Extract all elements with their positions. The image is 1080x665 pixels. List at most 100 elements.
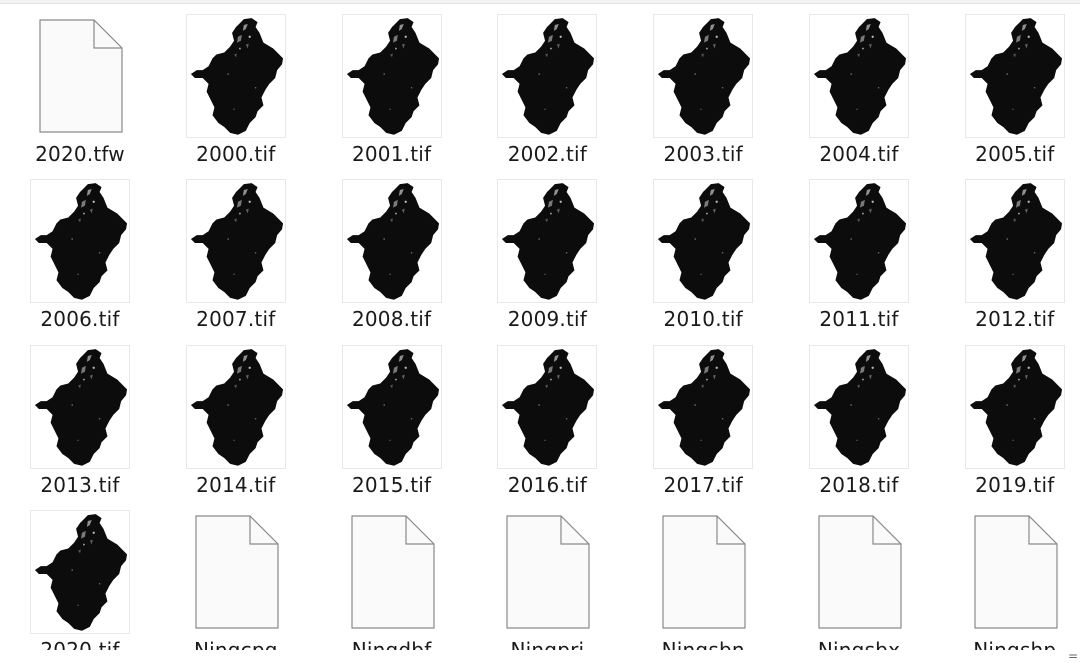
raster-thumbnail[interactable] — [30, 510, 130, 634]
document-icon — [662, 515, 746, 629]
file-name-label: 2015.tif — [351, 473, 432, 497]
map-silhouette — [346, 183, 439, 300]
file-item[interactable]: 2008.tif — [317, 173, 467, 333]
map-silhouette — [190, 349, 283, 466]
generic-file-icon[interactable] — [653, 510, 753, 634]
file-item[interactable]: 2011.tif — [784, 173, 934, 333]
map-silhouette — [190, 18, 283, 135]
file-item[interactable]: Ningshp — [940, 504, 1080, 650]
raster-thumbnail[interactable] — [341, 345, 442, 469]
map-silhouette — [190, 183, 283, 300]
file-item[interactable]: 2002.tif — [472, 8, 622, 168]
map-silhouette — [658, 18, 751, 135]
file-name-label: 2020.tfw — [35, 142, 125, 166]
map-silhouette — [502, 18, 595, 135]
file-item[interactable]: 2009.tif — [472, 173, 622, 333]
document-icon — [506, 515, 590, 629]
map-silhouette — [658, 349, 751, 466]
file-name-label: 2018.tif — [819, 473, 899, 497]
file-item[interactable]: 2017.tif — [628, 339, 778, 499]
file-item[interactable]: 2003.tif — [628, 8, 778, 168]
file-item[interactable]: 2010.tif — [628, 173, 778, 333]
map-silhouette — [346, 18, 439, 135]
file-name-label: 2017.tif — [663, 473, 743, 497]
map-silhouette — [502, 349, 595, 466]
generic-file-icon[interactable] — [30, 14, 130, 138]
file-item[interactable]: Ningdbf — [317, 504, 467, 650]
file-name-label: 2003.tif — [663, 142, 743, 166]
map-silhouette — [813, 183, 907, 300]
document-icon — [195, 515, 279, 629]
raster-thumbnail[interactable] — [341, 179, 442, 303]
file-name-label: Ningcpg — [193, 638, 278, 650]
map-silhouette — [502, 183, 595, 300]
raster-thumbnail[interactable] — [809, 14, 909, 138]
file-name-label: 2019.tif — [975, 473, 1055, 497]
file-name-label: Ningshp — [973, 638, 1057, 650]
map-silhouette — [34, 349, 128, 466]
file-name-label: 2002.tif — [507, 142, 588, 166]
generic-file-icon[interactable] — [809, 510, 909, 634]
file-item[interactable]: 2016.tif — [472, 339, 622, 499]
file-item[interactable]: Ningsbn — [628, 504, 778, 650]
raster-thumbnail[interactable] — [653, 345, 754, 469]
map-silhouette — [813, 18, 907, 135]
generic-file-icon[interactable] — [965, 510, 1065, 634]
file-item[interactable]: 2014.tif — [161, 339, 311, 499]
raster-thumbnail[interactable] — [964, 345, 1065, 469]
file-item[interactable]: Ningcpg — [161, 504, 311, 650]
file-name-label: 2007.tif — [196, 307, 276, 331]
file-name-label: 2010.tif — [663, 307, 743, 331]
raster-thumbnail[interactable] — [653, 14, 754, 138]
file-name-label: 2011.tif — [819, 307, 899, 331]
file-item[interactable]: 2007.tif — [161, 173, 311, 333]
file-item[interactable]: 2020.tfw — [5, 8, 155, 168]
file-item[interactable]: 2018.tif — [784, 339, 934, 499]
raster-thumbnail[interactable] — [964, 14, 1065, 138]
file-name-label: 2001.tif — [351, 142, 432, 166]
file-name-label: Ningdbf — [351, 638, 432, 650]
document-icon — [818, 515, 902, 629]
resize-grip[interactable]: = — [1067, 649, 1078, 663]
map-silhouette — [969, 183, 1062, 300]
file-name-label: 2008.tif — [351, 307, 432, 331]
file-name-label: 2004.tif — [819, 142, 899, 166]
raster-thumbnail[interactable] — [653, 179, 754, 303]
map-silhouette — [969, 349, 1062, 466]
file-item[interactable]: 2013.tif — [5, 339, 155, 499]
document-icon — [974, 515, 1058, 629]
raster-thumbnail[interactable] — [30, 345, 130, 469]
raster-thumbnail[interactable] — [185, 345, 286, 469]
file-item[interactable]: 2015.tif — [317, 339, 467, 499]
map-silhouette — [346, 349, 439, 466]
raster-thumbnail[interactable] — [809, 345, 909, 469]
raster-thumbnail[interactable] — [30, 179, 130, 303]
file-item[interactable]: 2012.tif — [940, 173, 1080, 333]
map-silhouette — [658, 183, 751, 300]
raster-thumbnail[interactable] — [185, 14, 286, 138]
file-item[interactable]: Ningpri — [472, 504, 622, 650]
file-item[interactable]: 2019.tif — [940, 339, 1080, 499]
file-name-label: 2006.tif — [40, 307, 120, 331]
generic-file-icon[interactable] — [497, 510, 597, 634]
file-name-label: 2000.tif — [196, 142, 276, 166]
file-item[interactable]: Ningsbx — [784, 504, 934, 650]
generic-file-icon[interactable] — [342, 510, 442, 634]
raster-thumbnail[interactable] — [497, 345, 598, 469]
file-name-label: 2020.tif — [40, 638, 120, 650]
raster-thumbnail[interactable] — [341, 14, 442, 138]
file-name-label: Ningsbn — [661, 638, 745, 650]
file-item[interactable]: 2001.tif — [317, 8, 467, 168]
raster-thumbnail[interactable] — [809, 179, 909, 303]
file-item[interactable]: 2004.tif — [784, 8, 934, 168]
raster-thumbnail[interactable] — [185, 179, 286, 303]
generic-file-icon[interactable] — [186, 510, 286, 634]
raster-thumbnail[interactable] — [497, 14, 598, 138]
raster-thumbnail[interactable] — [964, 179, 1065, 303]
file-item[interactable]: 2000.tif — [161, 8, 311, 168]
raster-thumbnail[interactable] — [497, 179, 598, 303]
file-item[interactable]: 2020.tif — [5, 504, 155, 650]
file-item[interactable]: 2005.tif — [940, 8, 1080, 168]
file-item[interactable]: 2006.tif — [5, 173, 155, 333]
file-name-label: 2005.tif — [975, 142, 1055, 166]
